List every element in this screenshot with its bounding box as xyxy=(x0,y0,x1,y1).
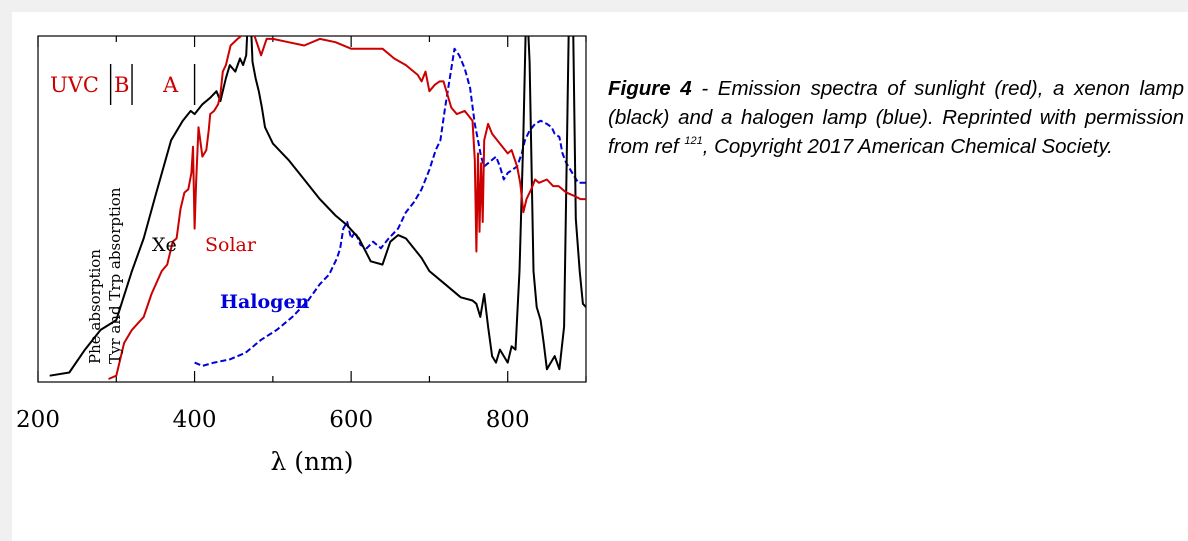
x-axis-tick-labels: 200 400 600 800 xyxy=(16,407,530,433)
series-layer xyxy=(49,36,586,380)
band-label-b: B xyxy=(114,73,129,97)
figure-label: Figure 4 xyxy=(608,77,692,100)
absorption-label-phe: Phe absorption xyxy=(86,249,104,364)
absorption-label-tyr-trp: Tyr and Trp absorption xyxy=(106,187,124,364)
x-axis-label: λ (nm) xyxy=(270,447,353,476)
x-tick-label: 800 xyxy=(486,407,530,433)
caption-text-part1: - Emission spectra of sunlight (red), a … xyxy=(608,77,1184,158)
x-tick-label: 200 xyxy=(16,407,60,433)
x-tick-label: 600 xyxy=(329,407,373,433)
series-line-xe xyxy=(49,36,586,377)
page: 200 400 600 800 UVC B A Phe absorption Tyr an… xyxy=(12,12,1188,541)
caption-text-part2: , Copyright 2017 American Chemical Socie… xyxy=(702,135,1113,158)
x-axis-ticks xyxy=(37,36,587,382)
plot-frame xyxy=(37,35,587,383)
series-label-solar: Solar xyxy=(205,234,257,256)
spectrum-chart: 200 400 600 800 UVC B A Phe absorption Tyr an… xyxy=(16,35,587,476)
series-label-xe: Xe xyxy=(152,234,177,256)
figure-caption: Figure 4 - Emission spectra of sunlight … xyxy=(608,74,1184,161)
x-tick-label: 400 xyxy=(173,407,217,433)
ref-number: 121 xyxy=(684,135,703,147)
series-label-halogen: Halogen xyxy=(220,291,310,313)
series-line-halogen xyxy=(194,47,586,367)
uv-band-markers: UVC B A xyxy=(50,64,196,105)
band-label-a: A xyxy=(162,73,179,97)
series-line-solar xyxy=(108,36,586,380)
band-label-uvc: UVC xyxy=(50,73,99,97)
